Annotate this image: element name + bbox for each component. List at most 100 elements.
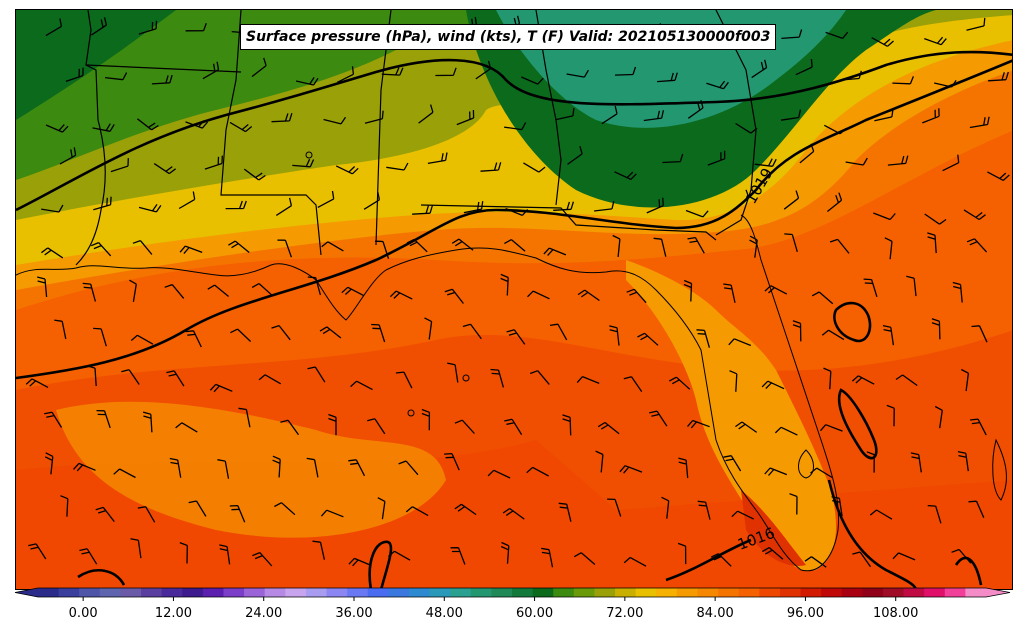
wind-barb — [882, 324, 895, 346]
wind-barb — [567, 146, 583, 165]
wind-barb — [105, 72, 128, 81]
wind-barb — [96, 409, 111, 429]
colorbar-swatch — [903, 588, 925, 597]
wind-barb — [952, 281, 963, 303]
wind-barb — [44, 411, 63, 428]
wind-barb — [317, 190, 335, 208]
wind-barb — [395, 371, 413, 389]
temperature-colorbar — [14, 587, 1011, 601]
wind-barb — [841, 70, 862, 81]
wind-barb — [179, 541, 188, 564]
colorbar-swatch — [821, 588, 843, 597]
wind-barb — [728, 338, 752, 347]
wind-barb — [731, 510, 754, 520]
wind-barb — [874, 108, 894, 122]
wind-barb — [328, 413, 337, 436]
wind-barb — [810, 467, 833, 479]
wind-barb — [312, 540, 326, 560]
wind-barb — [754, 158, 777, 167]
wind-barb — [427, 152, 448, 165]
wind-barb — [130, 538, 142, 559]
wind-barb — [825, 31, 849, 40]
wind-barb — [927, 232, 937, 254]
wind-barb — [735, 122, 758, 134]
wind-barb — [781, 29, 803, 40]
wind-barb — [886, 404, 895, 427]
wind-barb — [597, 421, 620, 435]
wind-barb — [957, 450, 969, 472]
map-canvas: 1016 1019 — [16, 10, 1012, 589]
colorbar-tick-label: 72.00 — [606, 606, 644, 621]
map-title: Surface pressure (hPa), wind (kts), T (F… — [240, 24, 777, 50]
wind-barb — [614, 171, 637, 180]
wind-barb — [774, 426, 798, 436]
wind-barb — [594, 201, 615, 212]
wind-barb — [389, 290, 413, 300]
colorbar-swatch — [718, 588, 740, 597]
wind-barb — [480, 162, 502, 172]
wind-barb — [506, 329, 526, 345]
coastline — [16, 151, 1007, 572]
wind-barb — [138, 204, 162, 213]
wind-barb — [386, 162, 409, 171]
wind-barb — [764, 467, 788, 476]
wind-barb — [811, 291, 834, 305]
wind-barb — [454, 419, 475, 434]
wind-barb — [646, 197, 664, 214]
wind-barb — [271, 113, 293, 123]
wind-barb — [887, 155, 909, 166]
wind-barb — [734, 189, 750, 210]
wind-barb — [121, 369, 140, 385]
wind-barbs — [25, 15, 1010, 568]
colorbar-swatch — [615, 588, 637, 597]
wind-barb — [668, 376, 691, 390]
wind-barb — [863, 278, 878, 297]
colorbar-swatch — [429, 588, 451, 597]
wind-barb — [92, 123, 115, 132]
wind-barb — [529, 370, 550, 385]
wind-barb — [225, 200, 247, 210]
wind-barb — [910, 452, 922, 473]
wind-barb — [751, 59, 768, 79]
temp-fill-cooler-patch — [56, 401, 446, 538]
wind-barb — [204, 155, 223, 170]
colorbar-swatch — [512, 588, 534, 597]
wind-barb — [607, 498, 622, 517]
wind-barb — [927, 504, 942, 524]
wind-barb — [272, 455, 281, 478]
wind-barb — [138, 20, 158, 35]
wind-barb — [523, 162, 546, 173]
wind-barb — [637, 332, 659, 346]
colorbar-swatch — [573, 588, 595, 597]
wind-barb — [661, 496, 670, 519]
wind-barb — [960, 368, 970, 392]
wind-barb — [707, 150, 726, 166]
wind-barb — [295, 77, 319, 86]
wind-barb — [462, 323, 482, 340]
wind-barb — [820, 424, 843, 432]
wind-barb — [821, 329, 845, 341]
wind-barb — [619, 465, 643, 474]
wind-barb — [166, 370, 185, 387]
colorbar-extend-low — [15, 588, 38, 597]
wind-barb — [576, 375, 600, 385]
wind-barb — [207, 284, 230, 298]
wind-barb — [764, 285, 788, 295]
wind-barb — [871, 37, 894, 47]
wind-barb — [335, 165, 359, 175]
wind-barb — [792, 320, 802, 342]
wind-barb — [41, 247, 64, 259]
wind-barb — [73, 462, 96, 472]
wind-barb — [558, 502, 572, 522]
colorbar-tick-label: 84.00 — [696, 606, 734, 621]
colorbar-extend-high — [986, 588, 1010, 597]
colorbar-swatch — [800, 588, 822, 597]
wind-barb — [500, 273, 509, 296]
south-florida-hot — [741, 490, 806, 566]
wind-barb — [341, 286, 365, 297]
wind-barb — [971, 325, 988, 343]
wind-barb — [424, 317, 433, 340]
wind-barb — [188, 500, 207, 517]
wind-barb — [251, 57, 267, 78]
colorbar-tick-label: 36.00 — [335, 606, 373, 621]
